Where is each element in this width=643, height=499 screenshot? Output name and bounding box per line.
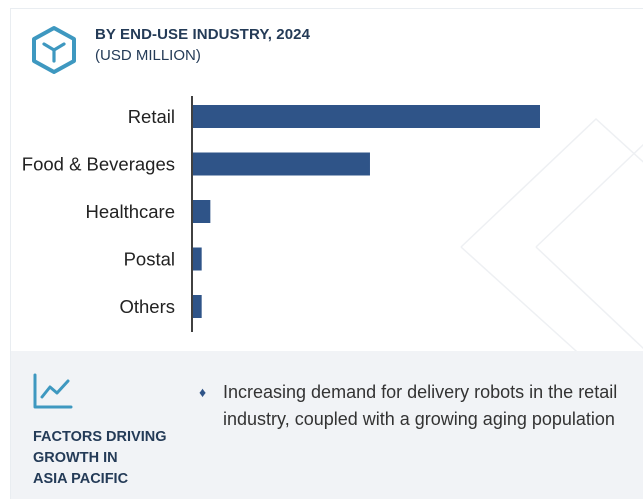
bars-group — [193, 105, 540, 318]
factor-list-item: ♦ Increasing demand for delivery robots … — [199, 379, 619, 433]
category-label-retail: Retail — [128, 106, 175, 127]
category-label-healthcare: Healthcare — [86, 201, 175, 222]
chart-title: BY END-USE INDUSTRY, 2024 — [95, 26, 311, 43]
category-label-postal: Postal — [124, 249, 175, 270]
decorative-chevrons — [460, 117, 643, 370]
category-labels-group: Retail Food & Beverages Healthcare Postal Ot… — [22, 106, 175, 317]
bar-postal — [193, 247, 202, 271]
factors-panel: FACTORS DRIVING GROWTH IN ASIA PACIFIC ♦… — [11, 351, 643, 499]
chart-card: BY END-USE INDUSTRY, 2024 (USD MILLION) … — [10, 8, 643, 499]
diamond-icon: ♦ — [199, 384, 207, 400]
chart-subtitle: (USD MILLION) — [95, 47, 201, 64]
category-label-food-and-beverages: Food & Beverages — [22, 154, 175, 175]
bar-retail — [193, 105, 540, 128]
bar-others — [193, 295, 202, 318]
bar-healthcare — [193, 200, 211, 223]
factor-text: Increasing demand for delivery robots in… — [223, 382, 618, 429]
factors-heading: FACTORS DRIVING GROWTH IN ASIA PACIFIC — [33, 429, 167, 487]
category-label-others: Others — [119, 296, 175, 317]
trend-line-icon — [33, 373, 73, 409]
cube-icon — [32, 26, 76, 74]
bar-food-and-beverages — [193, 152, 370, 176]
bar-chart: Retail Food & Beverages Healthcare Postal Ot… — [22, 96, 540, 332]
